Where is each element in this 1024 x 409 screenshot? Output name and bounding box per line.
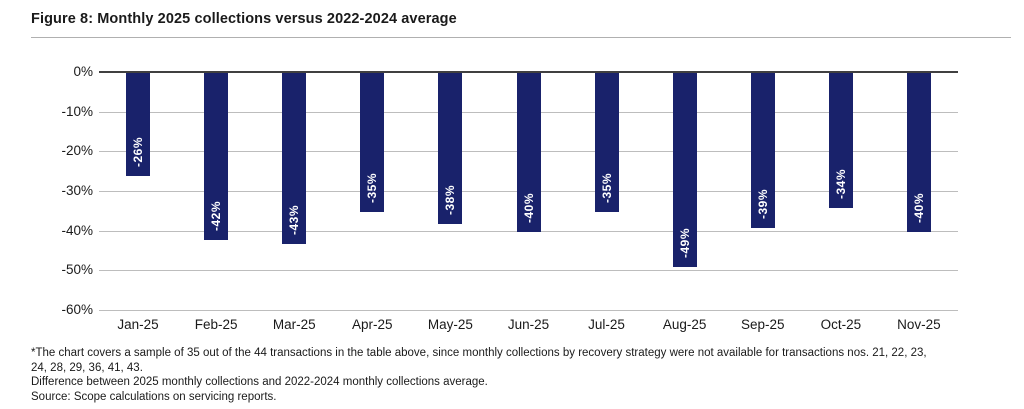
x-axis-label: Feb-25: [194, 317, 238, 332]
bar-Oct-25: -34%: [828, 73, 853, 208]
x-axis-label: May-25: [427, 317, 473, 332]
bar-Sep-25: -39%: [750, 73, 775, 228]
y-axis-label: -40%: [61, 222, 93, 238]
x-axis-label: Oct-25: [820, 317, 862, 332]
plot-area: 0% -10% -20% -30% -40% -50% -60% -26% Jan-25 -42%…: [61, 64, 958, 332]
x-axis-label: Jun-25: [507, 317, 550, 332]
bar-value-label: -42%: [209, 200, 224, 231]
bar-value-label: -34%: [833, 168, 848, 199]
bar-value-label: -40%: [521, 192, 536, 223]
y-axis-label: 0%: [73, 64, 93, 79]
y-axis-label: -10%: [61, 103, 93, 119]
x-axis-label: Mar-25: [272, 317, 316, 332]
gridline: [99, 310, 958, 311]
bar-chart: 0% -10% -20% -30% -40% -50% -60% -26% Jan-25 -42%…: [61, 64, 958, 332]
bar-Apr-25: -35%: [360, 73, 385, 212]
title-divider: [31, 37, 1011, 38]
bar-Jun-25: -40%: [516, 73, 541, 232]
y-axis-label: -60%: [61, 302, 93, 317]
y-axis-label: -50%: [61, 262, 93, 278]
y-axis-label: -30%: [61, 183, 93, 198]
bar-value-label: -35%: [365, 172, 380, 203]
bar-Aug-25: -49%: [672, 73, 697, 268]
bar-Nov-25: -40%: [906, 73, 931, 232]
x-axis-label: Apr-25: [352, 317, 393, 332]
bar-value-label: -40%: [911, 192, 926, 223]
bar-Jan-25: -26%: [126, 73, 151, 177]
bar-value-label: -35%: [599, 172, 614, 203]
x-axis-label: Sep-25: [740, 317, 785, 332]
footnote-definition: Difference between 2025 monthly collecti…: [31, 376, 488, 388]
footnote-source: Source: Scope calculations on servicing …: [31, 390, 277, 403]
footnote-sample-note-line2: 24, 28, 29, 36, 41, 43.: [31, 361, 143, 374]
bar-May-25: -38%: [438, 73, 463, 224]
footnotes: *The chart covers a sample of 35 out of …: [31, 346, 927, 404]
footnote-sample-note-line1: *The chart covers a sample of 35 out of …: [31, 347, 927, 359]
bar-value-label: -26%: [131, 137, 146, 168]
bar-value-label: -43%: [287, 204, 302, 235]
x-axis-label: Aug-25: [662, 317, 707, 332]
bar-value-label: -39%: [755, 188, 770, 219]
gridline: [99, 270, 958, 272]
bar-Feb-25: -42%: [204, 73, 229, 240]
bar-Jul-25: -35%: [594, 73, 619, 212]
x-axis-label: Jul-25: [588, 317, 625, 332]
bar-value-label: -38%: [443, 184, 458, 215]
figure-title: Figure 8: Monthly 2025 collections versu…: [31, 11, 457, 27]
x-axis-label: Nov-25: [897, 317, 941, 332]
zero-axis-line: [99, 71, 958, 73]
bar-Mar-25: -43%: [282, 73, 307, 244]
x-axis-label: Jan-25: [117, 317, 159, 332]
bar-value-label: -49%: [677, 228, 692, 259]
y-axis-label: -20%: [61, 143, 93, 159]
